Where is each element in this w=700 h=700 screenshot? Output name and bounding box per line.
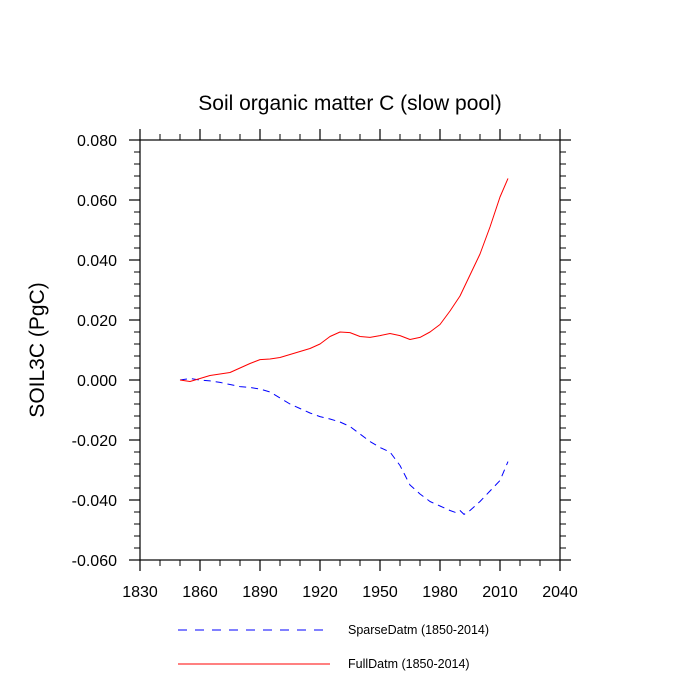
y-tick-label: 0.020 [77, 313, 117, 330]
y-tick-label: -0.060 [72, 553, 117, 570]
y-tick-label: -0.020 [72, 433, 117, 450]
y-tick-label: 0.080 [77, 133, 117, 150]
series-line-full [179, 178, 509, 382]
legend-label-sparse: SparseDatm (1850-2014) [348, 623, 489, 637]
x-tick-label: 1860 [182, 584, 218, 601]
axis-ticks [129, 129, 571, 571]
legend-label-full: FullDatm (1850-2014) [348, 657, 470, 671]
series-line-sparse [179, 378, 509, 515]
legend: SparseDatm (1850-2014) FullDatm (1850-20… [178, 623, 489, 671]
plot-series [179, 178, 509, 515]
x-tick-label: 1920 [302, 584, 338, 601]
y-tick-label: 0.040 [77, 253, 117, 270]
y-axis-label: SOIL3C (PgC) [26, 282, 49, 417]
x-tick-label: 2040 [542, 584, 578, 601]
x-tick-label: 1830 [122, 584, 158, 601]
plot-frame [139, 139, 561, 561]
axis-tick-labels: 1830 1860 1890 1920 1950 1980 2010 2040 -0.060 -0… [72, 133, 578, 601]
x-tick-label: 1980 [422, 584, 458, 601]
x-tick-label: 2010 [482, 584, 518, 601]
chart-title: Soil organic matter C (slow pool) [198, 92, 501, 115]
x-tick-label: 1950 [362, 584, 398, 601]
y-tick-label: 0.000 [77, 373, 117, 390]
y-tick-label: 0.060 [77, 193, 117, 210]
x-tick-label: 1890 [242, 584, 278, 601]
y-tick-label: -0.040 [72, 493, 117, 510]
